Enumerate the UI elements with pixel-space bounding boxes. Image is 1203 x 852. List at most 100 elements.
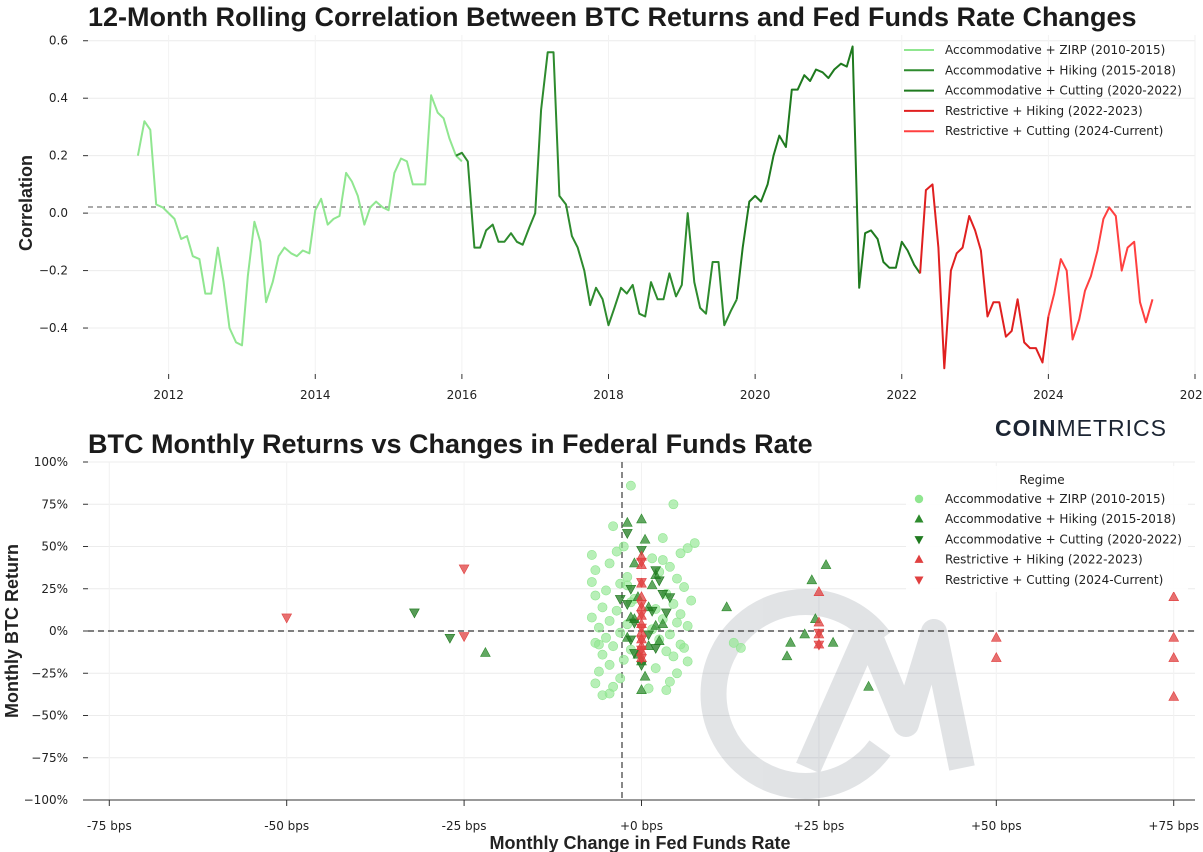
scatter-legend-swatch [914,554,924,563]
scatter-point [636,600,647,610]
scatter-point [657,533,668,543]
line-x-tick-label: 2018 [593,388,624,402]
scatter-point [653,576,665,587]
scatter-x-tick-label: +25 bps [794,819,845,833]
line-x-tick-label: 2026 [1180,388,1203,402]
scatter-point [721,601,733,612]
line-y-tick-label: −0.2 [39,264,68,278]
scatter-point [657,618,669,629]
scatter-series-4 [281,557,825,665]
scatter-chart-title: BTC Monthly Returns vs Changes in Federa… [88,429,813,459]
scatter-point [586,577,597,587]
scatter-point [863,680,874,691]
coinmetrics-wordmark-bold: COIN [995,415,1057,441]
scatter-point [813,640,825,651]
scatter-point [664,629,675,640]
scatter-chart: BTC Monthly Returns vs Changes in Federa… [2,429,1199,852]
line-series-0 [136,94,463,347]
scatter-point [611,546,622,557]
scatter-point [611,605,622,616]
scatter-legend-swatch [914,536,924,545]
scatter-point [990,631,1002,642]
scatter-point [657,590,669,600]
line-y-tick-label: 0.2 [49,149,68,163]
scatter-point [604,688,615,699]
scatter-point [664,676,675,687]
scatter-point [594,639,604,650]
scatter-point [636,654,647,665]
scatter-point [781,650,793,661]
scatter-point [604,558,615,569]
line-x-tick-label: 2016 [447,388,478,402]
scatter-point [601,632,611,643]
scatter-x-tick-label: +0 bps [620,819,663,833]
scatter-point [682,621,693,631]
scatter-point [1168,690,1180,701]
scatter-point [636,513,647,524]
scatter-point [629,557,640,568]
scatter-chart-y-ticks: 100% 75% 50% 25% 0% −25% −50% −75% −100% [24,455,88,807]
line-x-tick-label: 2014 [300,388,331,402]
scatter-point [590,678,601,689]
scatter-legend-label: Accommodative + Cutting (2020-2022) [945,532,1182,546]
scatter-point [458,564,470,575]
scatter-legend-label: Accommodative + ZIRP (2010-2015) [945,492,1165,506]
scatter-point [785,636,796,647]
scatter-point [660,608,672,619]
line-x-tick-label: 2024 [1033,388,1064,402]
scatter-legend-label: Accommodative + Hiking (2015-2018) [945,512,1176,526]
scatter-point [621,529,633,540]
scatter-point [650,644,662,654]
scatter-point [622,572,633,582]
line-chart-series [136,45,1154,370]
scatter-point [668,499,679,510]
line-y-tick-label: 0.6 [49,34,68,48]
scatter-point [1168,591,1180,602]
scatter-legend-label: Restrictive + Cutting (2024-Current) [945,573,1163,587]
scatter-point [668,599,679,609]
line-chart-y-axis-label: Correlation [16,155,36,251]
scatter-point [735,643,746,653]
scatter-point [664,561,675,572]
scatter-point [621,600,633,610]
scatter-point [728,637,739,648]
scatter-legend-swatch [914,576,924,585]
line-legend-label: Restrictive + Cutting (2024-Current) [945,124,1163,138]
scatter-point [480,646,491,657]
scatter-point [661,646,672,657]
scatter-point [625,480,636,491]
scatter-point [636,610,647,621]
scatter-point [281,613,293,624]
scatter-point [672,668,682,679]
scatter-legend-swatch [914,514,924,523]
scatter-legend-swatch [914,494,924,504]
scatter-x-tick-label: -25 bps [442,819,487,833]
scatter-point [636,645,647,656]
scatter-point [625,635,637,646]
scatter-y-tick-label: 0% [49,624,68,638]
scatter-point [646,579,658,590]
line-series-3 [919,183,1050,370]
scatter-point [647,553,658,564]
scatter-y-tick-label: −50% [31,709,68,723]
scatter-point [650,663,661,674]
scatter-point [636,623,647,634]
scatter-point [650,566,662,577]
scatter-point [608,521,619,532]
scatter-point [657,555,668,565]
scatter-chart-legend: Regime Accommodative + ZIRP (2010-2015) A… [906,466,1188,592]
scatter-y-tick-label: 100% [34,455,68,469]
scatter-point [615,627,626,638]
scatter-series-2 [409,529,676,671]
scatter-point [679,643,689,653]
scatter-point [675,548,686,559]
coinmetrics-wordmark-light: METRICS [1057,415,1168,441]
scatter-y-tick-label: −75% [31,751,68,765]
line-y-tick-label: 0.4 [49,91,68,105]
line-chart-grid [88,35,1196,374]
scatter-point [409,608,420,619]
scatter-point [799,628,811,639]
scatter-point [594,666,604,677]
coinmetrics-logo: COINMETRICS [995,415,1168,441]
